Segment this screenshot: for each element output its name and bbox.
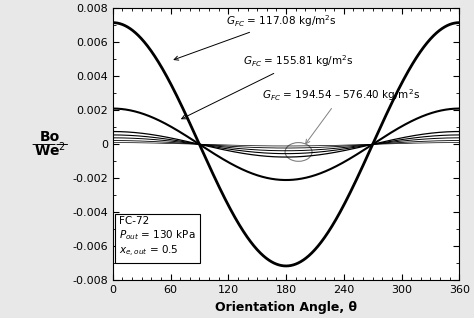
Text: $G_{FC}$ = 117.08 kg/m$^2$s: $G_{FC}$ = 117.08 kg/m$^2$s (174, 13, 337, 60)
Text: $G_{FC}$ = 155.81 kg/m$^2$s: $G_{FC}$ = 155.81 kg/m$^2$s (182, 54, 353, 119)
Text: Bo
We$^2$: Bo We$^2$ (34, 129, 66, 159)
Text: $G_{FC}$ = 194.54 – 576.40 kg/m$^2$s: $G_{FC}$ = 194.54 – 576.40 kg/m$^2$s (262, 88, 420, 144)
Text: ———: ——— (32, 138, 69, 151)
Text: FC-72
$P_{out}$ = 130 kPa
$x_{e,out}$ = 0.5: FC-72 $P_{out}$ = 130 kPa $x_{e,out}$ = … (119, 216, 196, 259)
X-axis label: Orientation Angle, θ: Orientation Angle, θ (215, 301, 357, 314)
